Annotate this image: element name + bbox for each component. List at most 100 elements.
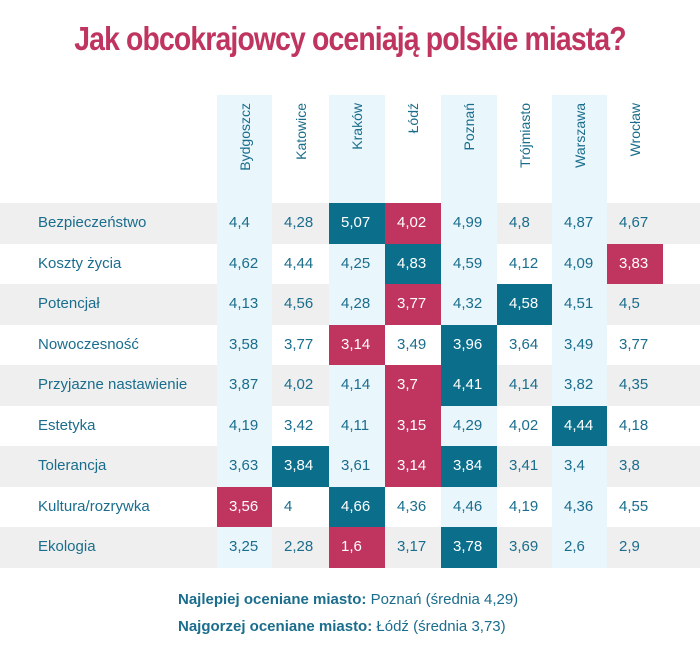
table-cell: 3,96 xyxy=(441,324,497,365)
table-cell: 3,25 xyxy=(229,538,259,555)
table-cell: 4,51 xyxy=(564,295,594,312)
column-header-label: Katowice xyxy=(292,103,309,160)
column-header: Kraków xyxy=(329,95,385,200)
row-label: Estetyka xyxy=(38,416,96,434)
table-cell: 3,41 xyxy=(509,457,539,474)
table-cell: 4,99 xyxy=(453,214,483,231)
table-cell: 3,78 xyxy=(441,527,497,568)
table-cell: 4,12 xyxy=(509,254,539,272)
column-header: Poznań xyxy=(441,95,497,200)
table-cell: 3,77 xyxy=(284,335,314,353)
row-label: Potencjał xyxy=(38,295,100,312)
table-cell: 4,09 xyxy=(564,254,594,272)
table-cell: 5,07 xyxy=(329,203,385,244)
table-cell: 4,19 xyxy=(229,416,259,434)
table-cell: 3,64 xyxy=(509,335,539,353)
table-cell: 4,55 xyxy=(619,497,649,515)
table-cell: 2,9 xyxy=(619,538,640,555)
table-cell: 4,67 xyxy=(619,214,649,231)
row-label: Przyjazne nastawienie xyxy=(38,376,188,393)
column-header: Łódź xyxy=(385,95,441,200)
table-cell: 3,8 xyxy=(619,457,640,474)
column-header: Trójmiasto xyxy=(497,95,552,200)
column-header-label: Warszawa xyxy=(571,103,588,168)
row-label: Kultura/rozrywka xyxy=(38,497,150,515)
table-cell: 4,66 xyxy=(329,486,385,527)
column-header-label: Trójmiasto xyxy=(516,103,533,168)
table-cell: 4,44 xyxy=(284,254,314,272)
row-label: Nowoczesność xyxy=(38,335,139,353)
table-cell: 2,28 xyxy=(284,538,314,555)
table-cell: 3,84 xyxy=(441,446,497,487)
table-cell: 4,28 xyxy=(341,295,371,312)
table-cell: 3,42 xyxy=(284,416,314,434)
best-city-label: Najlepiej oceniane miasto: xyxy=(178,591,367,608)
chart-title: Jak obcokrajowcy oceniają polskie miasta… xyxy=(74,20,626,57)
table-cell: 4,02 xyxy=(284,376,314,393)
table-cell: 3,82 xyxy=(564,376,594,393)
table-cell: 4,02 xyxy=(385,203,441,244)
table-cell: 3,87 xyxy=(229,376,259,393)
table-cell: 3,17 xyxy=(397,538,427,555)
column-header: Katowice xyxy=(272,95,329,200)
highlight-column xyxy=(552,95,607,568)
table-cell: 4,11 xyxy=(341,416,370,434)
best-city-line: Najlepiej oceniane miasto: Poznań (średn… xyxy=(178,586,518,613)
table-cell: 3,4 xyxy=(564,457,585,474)
table-cell: 4,13 xyxy=(229,295,259,312)
table-cell: 4,44 xyxy=(552,405,607,446)
column-header: Bydgoszcz xyxy=(217,95,272,200)
table-cell: 4,8 xyxy=(509,214,530,231)
table-cell: 4,59 xyxy=(453,254,483,272)
table-cell: 3,15 xyxy=(385,405,441,446)
worst-city-value: Łódź (średnia 3,73) xyxy=(372,618,506,635)
column-header: Wrocław xyxy=(607,95,663,200)
table-cell: 4,14 xyxy=(341,376,371,393)
table-cell: 4,18 xyxy=(619,416,649,434)
row-label: Bezpieczeństwo xyxy=(38,214,147,231)
table-cell: 3,83 xyxy=(607,243,663,284)
table-cell: 3,77 xyxy=(619,335,649,353)
table-cell: 3,14 xyxy=(329,324,385,365)
table-cell: 4,29 xyxy=(453,416,483,434)
table-cell: 3,58 xyxy=(229,335,259,353)
table-cell: 4,87 xyxy=(564,214,594,231)
row-label: Tolerancja xyxy=(38,457,107,474)
column-header-label: Poznań xyxy=(461,103,477,151)
column-header-label: Wrocław xyxy=(627,103,643,157)
table-cell: 4 xyxy=(284,497,293,515)
table-cell: 4,62 xyxy=(229,254,259,272)
table-cell: 4,19 xyxy=(509,497,539,515)
table-cell: 4,58 xyxy=(497,284,552,325)
table-cell: 3,49 xyxy=(564,335,594,353)
best-city-value: Poznań (średnia 4,29) xyxy=(366,591,519,608)
table-cell: 2,6 xyxy=(564,538,585,555)
table-cell: 4,4 xyxy=(229,214,250,231)
table-cell: 3,56 xyxy=(217,486,272,527)
table-cell: 3,63 xyxy=(229,457,259,474)
column-header-label: Łódź xyxy=(405,103,421,134)
table-cell: 4,41 xyxy=(441,365,497,406)
table-cell: 4,32 xyxy=(453,295,483,312)
table-cell: 3,14 xyxy=(385,446,441,487)
worst-city-label: Najgorzej oceniane miasto: xyxy=(178,618,373,635)
table-cell: 4,36 xyxy=(397,497,427,515)
table-cell: 4,35 xyxy=(619,376,649,393)
summary: Najlepiej oceniane miasto: Poznań (średn… xyxy=(178,586,518,640)
row-label: Koszty życia xyxy=(38,254,122,272)
table-cell: 4,83 xyxy=(385,243,441,284)
table-cell: 3,49 xyxy=(397,335,427,353)
table-cell: 3,77 xyxy=(385,284,441,325)
table-cell: 4,36 xyxy=(564,497,594,515)
column-header-label: Kraków xyxy=(349,103,365,150)
table-cell: 4,25 xyxy=(341,254,371,272)
table-cell: 3,84 xyxy=(272,446,329,487)
table-cell: 4,28 xyxy=(284,214,314,231)
row-label: Ekologia xyxy=(38,538,96,555)
table-cell: 4,56 xyxy=(284,295,314,312)
column-header-label: Bydgoszcz xyxy=(236,103,253,171)
table-cell: 3,61 xyxy=(341,457,371,474)
table-cell: 3,7 xyxy=(385,365,441,406)
column-header: Warszawa xyxy=(552,95,607,200)
table-cell: 1,6 xyxy=(329,527,385,568)
